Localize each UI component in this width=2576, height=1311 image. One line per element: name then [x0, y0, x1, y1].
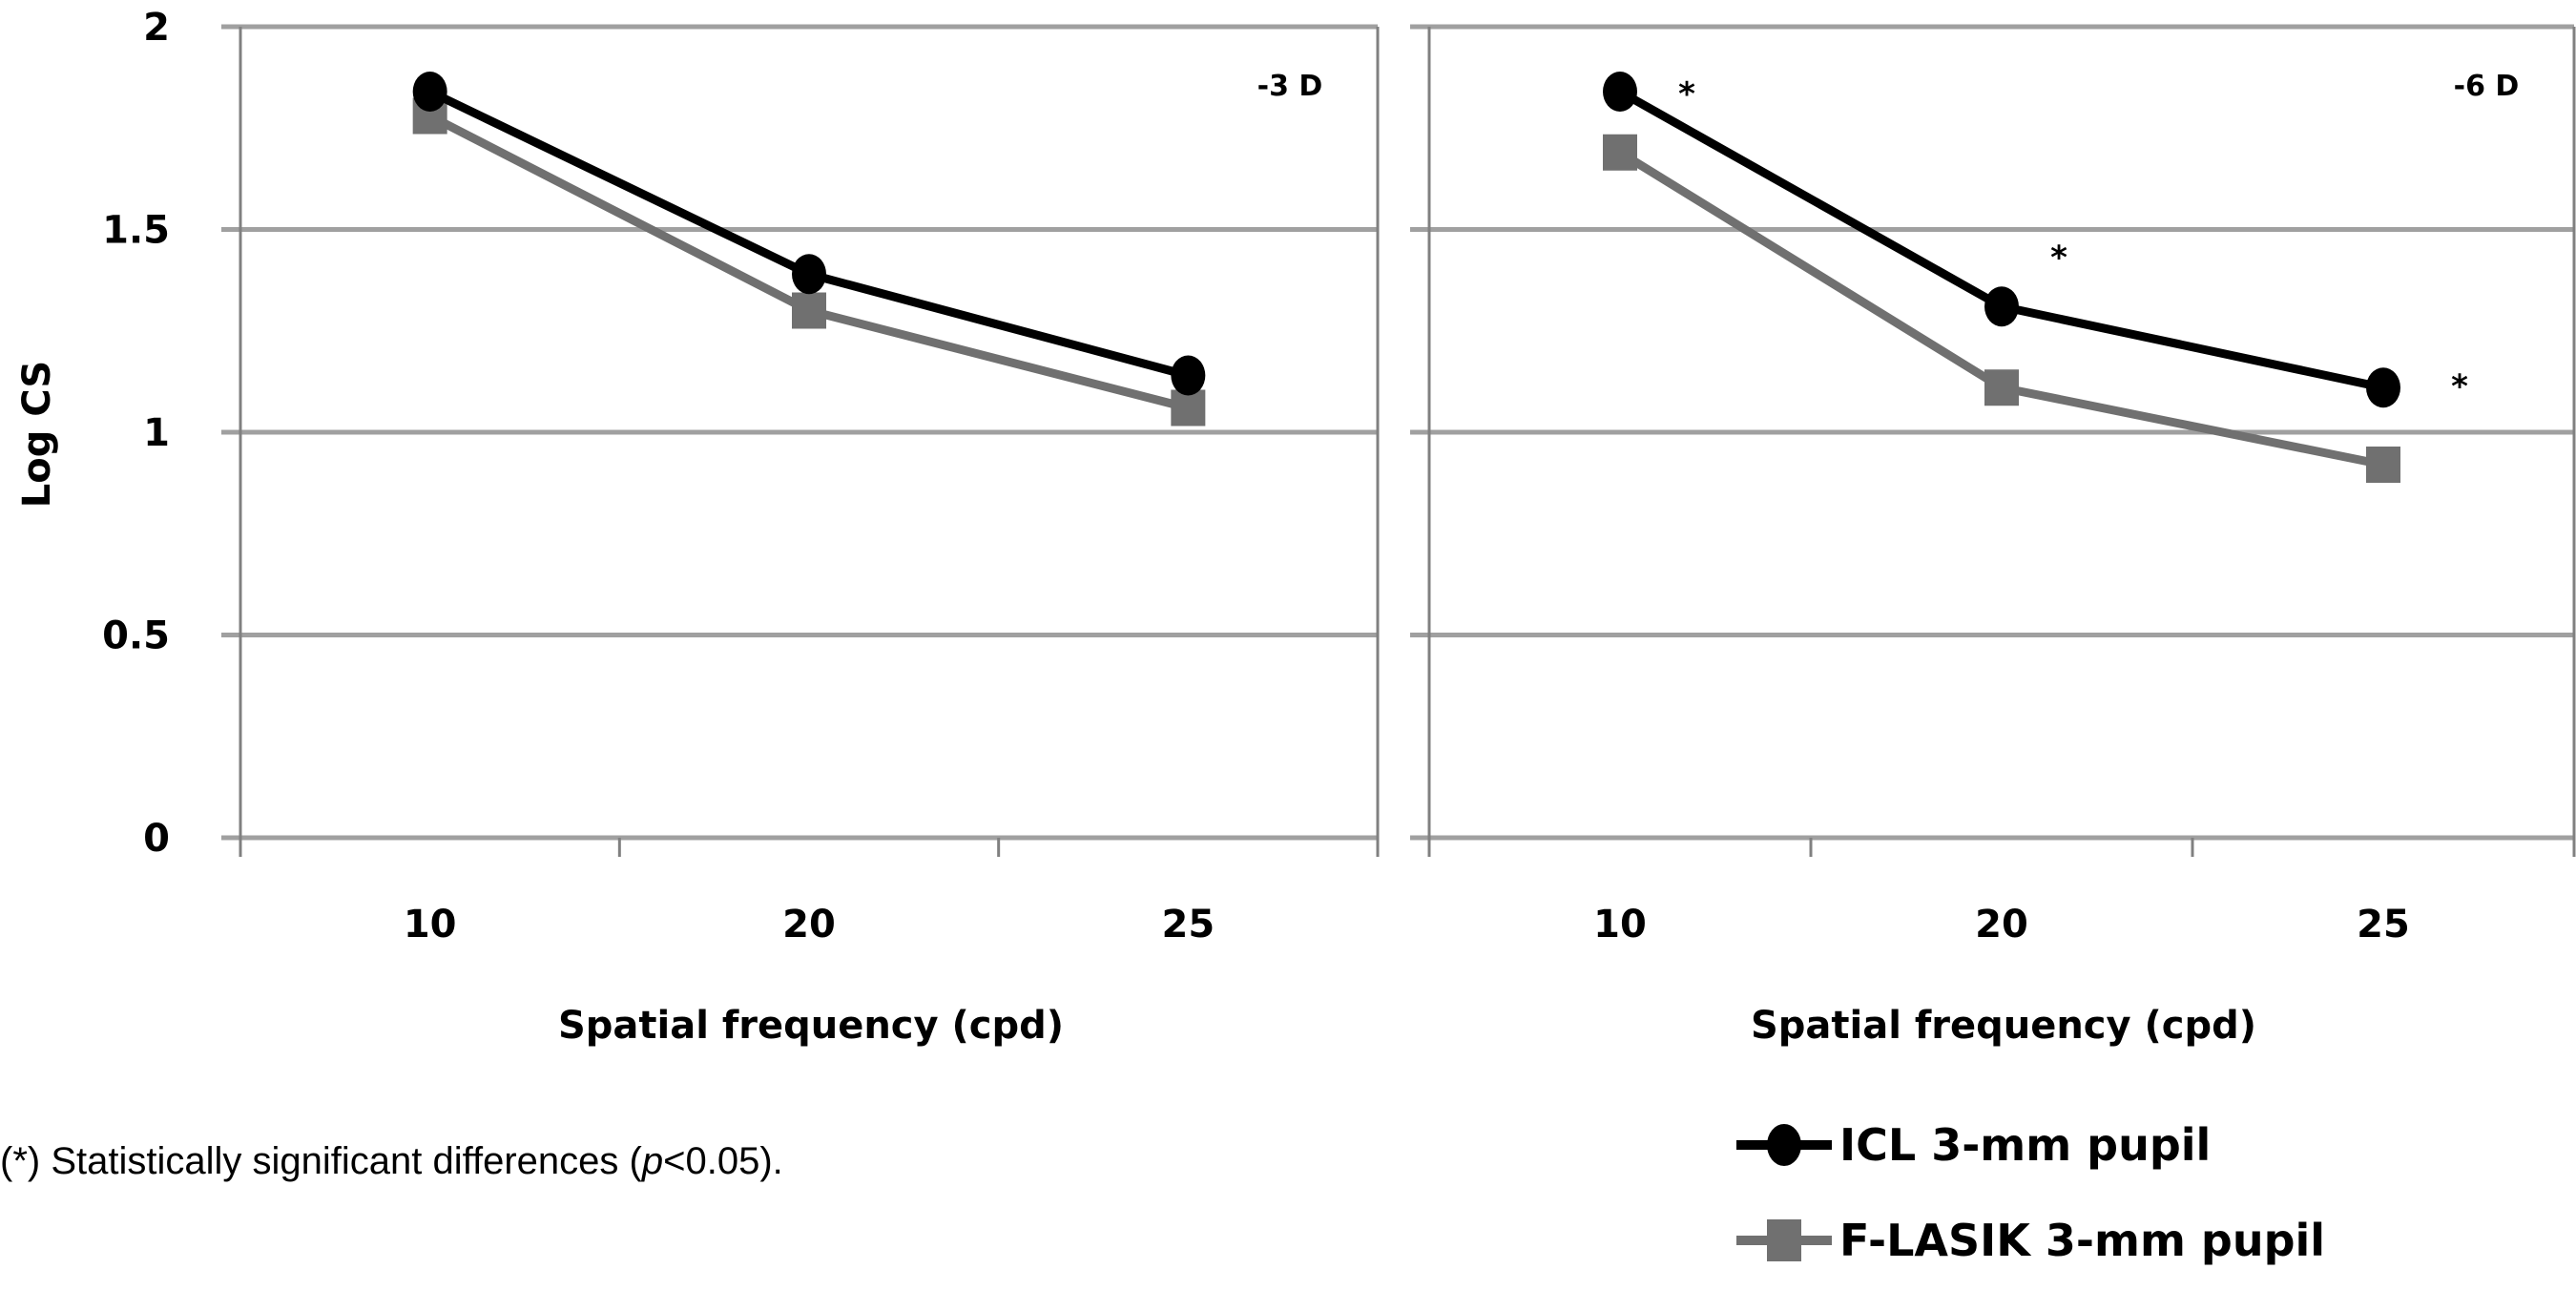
y-tick-label: 2: [143, 6, 170, 50]
legend-item-icl: ICL 3-mm pupil: [1736, 1097, 2325, 1193]
data-point-icl: [1603, 72, 1637, 112]
y-tick-label: 1: [143, 411, 170, 455]
data-point-icl: [412, 72, 447, 112]
data-point-flasik: [1984, 369, 2019, 406]
footnote-italic: p: [641, 1140, 664, 1182]
data-point-icl: [2366, 367, 2400, 408]
x-tick-label: 10: [404, 903, 457, 947]
y-axis-title: Log CS: [15, 361, 59, 508]
data-point-flasik: [2366, 447, 2400, 483]
data-point-flasik: [1171, 389, 1206, 427]
panel-label: -3 D: [1257, 70, 1323, 103]
significance-marker: *: [2451, 367, 2468, 406]
x-tick-label: 25: [1161, 903, 1215, 947]
footnote-suffix: <0.05).: [663, 1140, 783, 1182]
x-axis-title: Spatial frequency (cpd): [558, 1004, 1064, 1048]
significance-marker: *: [1678, 75, 1695, 114]
legend-item-flasik: F-LASIK 3-mm pupil: [1736, 1193, 2325, 1288]
legend: ICL 3-mm pupil F-LASIK 3-mm pupil: [1736, 1097, 2325, 1288]
panel-label: -6 D: [2454, 70, 2520, 103]
legend-label-icl: ICL 3-mm pupil: [1839, 1119, 2212, 1171]
x-tick-label: 20: [1975, 903, 2028, 947]
data-point-flasik: [1603, 134, 1637, 171]
footnote: (*) Statistically significant difference…: [0, 1140, 783, 1183]
x-tick-label: 10: [1593, 903, 1647, 947]
legend-square-marker-icon: [1736, 1219, 1832, 1261]
data-point-icl: [1171, 355, 1206, 396]
data-point-flasik: [792, 292, 826, 329]
data-point-icl: [1984, 286, 2019, 327]
significance-marker: *: [2050, 239, 2067, 277]
y-tick-label: 1.5: [102, 209, 170, 253]
panel-minus-3d: 0 0.5 1 1.5 2 10 20 25 Spatial frequency (cpd) -3…: [102, 6, 1380, 1048]
data-point-icl: [792, 254, 826, 295]
x-tick-label: 25: [2357, 903, 2410, 947]
legend-circle-marker-icon: [1736, 1124, 1832, 1166]
series-line-icl: [1617, 88, 2384, 392]
panel-minus-6d: 10 20 25 Spatial frequency (cpd) -6 D * * *: [1410, 24, 2576, 1048]
y-tick-label: 0: [143, 817, 170, 861]
footnote-prefix: (*) Statistically significant difference…: [0, 1140, 642, 1182]
series-line-icl: [427, 87, 1190, 380]
y-tick-label: 0.5: [102, 614, 170, 658]
x-axis-title: Spatial frequency (cpd): [1751, 1004, 2256, 1048]
legend-label-flasik: F-LASIK 3-mm pupil: [1839, 1215, 2326, 1266]
x-tick-label: 20: [782, 903, 836, 947]
